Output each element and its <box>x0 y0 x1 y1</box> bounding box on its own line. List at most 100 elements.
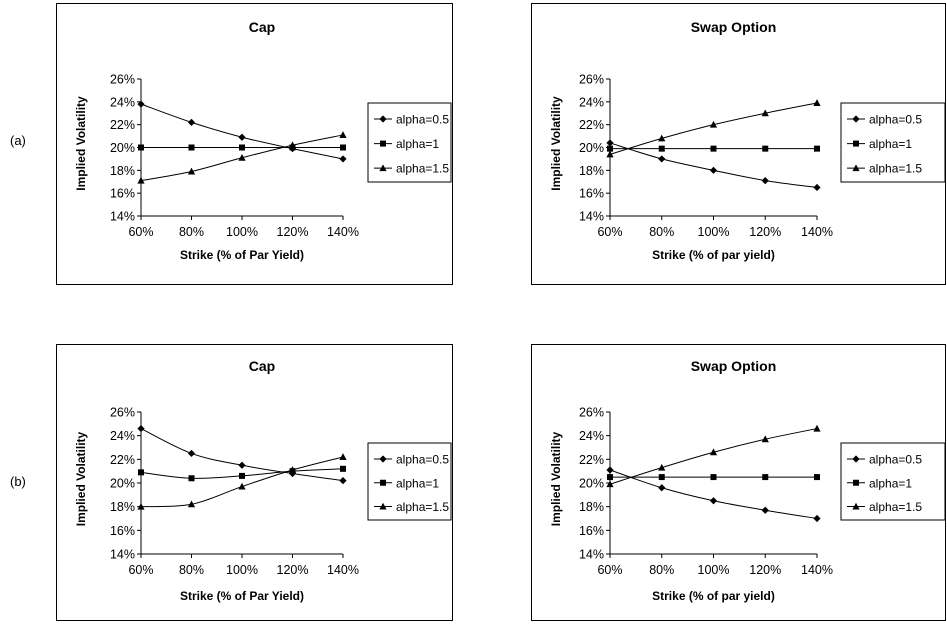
data-point <box>339 155 347 163</box>
x-tick-label: 120% <box>749 563 781 577</box>
data-point <box>239 472 245 479</box>
data-point <box>709 497 718 505</box>
y-tick-label: 22% <box>110 453 135 467</box>
legend-label: alpha=0.5 <box>869 113 922 127</box>
data-point <box>710 474 717 481</box>
data-point <box>138 144 144 151</box>
y-tick-label: 14% <box>579 210 604 224</box>
data-point <box>606 150 614 158</box>
data-point <box>606 480 614 488</box>
data-point <box>137 502 145 510</box>
legend-label: alpha=1 <box>869 476 912 490</box>
series-alpha-1-5 <box>137 131 347 184</box>
series-alpha-1 <box>607 474 820 481</box>
y-axis-label: Implied Volatility <box>549 431 563 526</box>
x-tick-label: 140% <box>801 563 833 577</box>
legend-marker <box>379 502 387 510</box>
data-point <box>761 435 769 443</box>
data-point <box>813 99 821 106</box>
legend-marker <box>379 455 387 463</box>
data-point <box>813 183 821 192</box>
legend-marker <box>852 164 860 172</box>
data-point <box>238 461 246 469</box>
y-tick-label: 18% <box>110 500 135 514</box>
data-point <box>814 145 820 152</box>
y-tick-label: 24% <box>110 95 135 109</box>
x-tick-label: 100% <box>226 225 258 239</box>
x-tick-label: 100% <box>698 563 730 577</box>
data-point <box>762 474 769 481</box>
legend-label: alpha=1 <box>396 137 439 151</box>
data-point <box>288 141 297 149</box>
y-axis-label: Implied Volatility <box>74 96 88 191</box>
legend-marker <box>852 115 860 123</box>
legend-label: alpha=1.5 <box>396 162 449 176</box>
legend: alpha=0.5 alpha=1 alpha=1.5 <box>840 442 946 521</box>
data-point <box>761 177 769 185</box>
legend-label: alpha=1.5 <box>396 500 449 514</box>
series-alpha-0-5 <box>137 100 347 163</box>
data-point <box>187 500 196 508</box>
data-point <box>658 484 666 492</box>
y-tick-label: 18% <box>110 164 135 178</box>
y-tick-label: 16% <box>110 524 135 538</box>
x-tick-label: 80% <box>179 225 204 239</box>
data-point <box>761 506 769 514</box>
chart-panel-cap-b: Cap 14% 16% 18% 20% 22% 24% 26% 60% 80% 100% 120% 14… <box>56 344 453 621</box>
legend-marker <box>852 455 860 463</box>
legend-label: alpha=1.5 <box>869 500 922 514</box>
y-tick-label: 22% <box>579 118 604 132</box>
series-alpha-0-5 <box>606 466 821 523</box>
legend-marker <box>853 479 859 486</box>
data-point <box>288 466 297 473</box>
x-tick-label: 120% <box>749 225 781 239</box>
legend-label: alpha=0.5 <box>869 453 922 467</box>
legend-marker <box>380 479 386 486</box>
chart-title: Cap <box>249 19 275 35</box>
x-tick-label: 140% <box>327 563 359 577</box>
x-axis-label: Strike (% of Par Yield) <box>180 589 304 603</box>
data-point <box>238 133 246 141</box>
chart-svg-swap-option-b: Swap Option 14% 16% 18% 20% 22% 24% 26% 60% 80% 10… <box>549 358 946 603</box>
data-point <box>340 144 346 151</box>
legend-marker <box>853 140 859 147</box>
data-point <box>710 145 717 152</box>
series-alpha-1-5 <box>606 424 821 488</box>
data-point <box>187 118 196 126</box>
legend-label: alpha=0.5 <box>396 453 449 467</box>
data-point <box>813 514 821 523</box>
data-point <box>606 139 614 147</box>
data-point <box>187 449 196 458</box>
series-line <box>140 103 344 160</box>
x-tick-label: 60% <box>128 225 153 239</box>
data-point <box>761 109 769 117</box>
data-point <box>339 477 347 485</box>
y-tick-label: 26% <box>579 73 604 87</box>
chart-panel-swap-option-b: Swap Option 14% 16% 18% 20% 22% 24% 26% 60% 80% 10… <box>531 344 946 621</box>
chart-title: Swap Option <box>691 358 777 374</box>
data-point <box>340 465 346 472</box>
legend: alpha=0.5 alpha=1 alpha=1.5 <box>367 102 452 183</box>
data-point <box>606 466 614 474</box>
y-tick-label: 22% <box>579 453 604 467</box>
data-point <box>188 144 195 151</box>
x-axis-label: Strike (% of Par Yield) <box>180 248 304 262</box>
legend-marker <box>380 140 386 147</box>
x-axis-label: Strike (% of par yield) <box>652 248 775 262</box>
y-tick-label: 24% <box>579 95 604 109</box>
legend: alpha=0.5 alpha=1 alpha=1.5 <box>840 102 946 183</box>
x-tick-label: 80% <box>649 225 674 239</box>
legend-label: alpha=1 <box>396 476 439 490</box>
series-alpha-1-5 <box>606 99 821 158</box>
data-point <box>658 134 666 142</box>
data-point <box>137 100 145 108</box>
y-tick-label: 18% <box>579 500 604 514</box>
y-tick-label: 20% <box>579 141 604 155</box>
y-tick-label: 24% <box>579 429 604 443</box>
row-label-a: (a) <box>10 133 26 148</box>
data-point <box>813 424 821 432</box>
legend-marker <box>379 115 387 123</box>
data-point <box>709 166 718 174</box>
y-tick-label: 26% <box>110 73 135 87</box>
chart-title: Cap <box>249 358 275 374</box>
